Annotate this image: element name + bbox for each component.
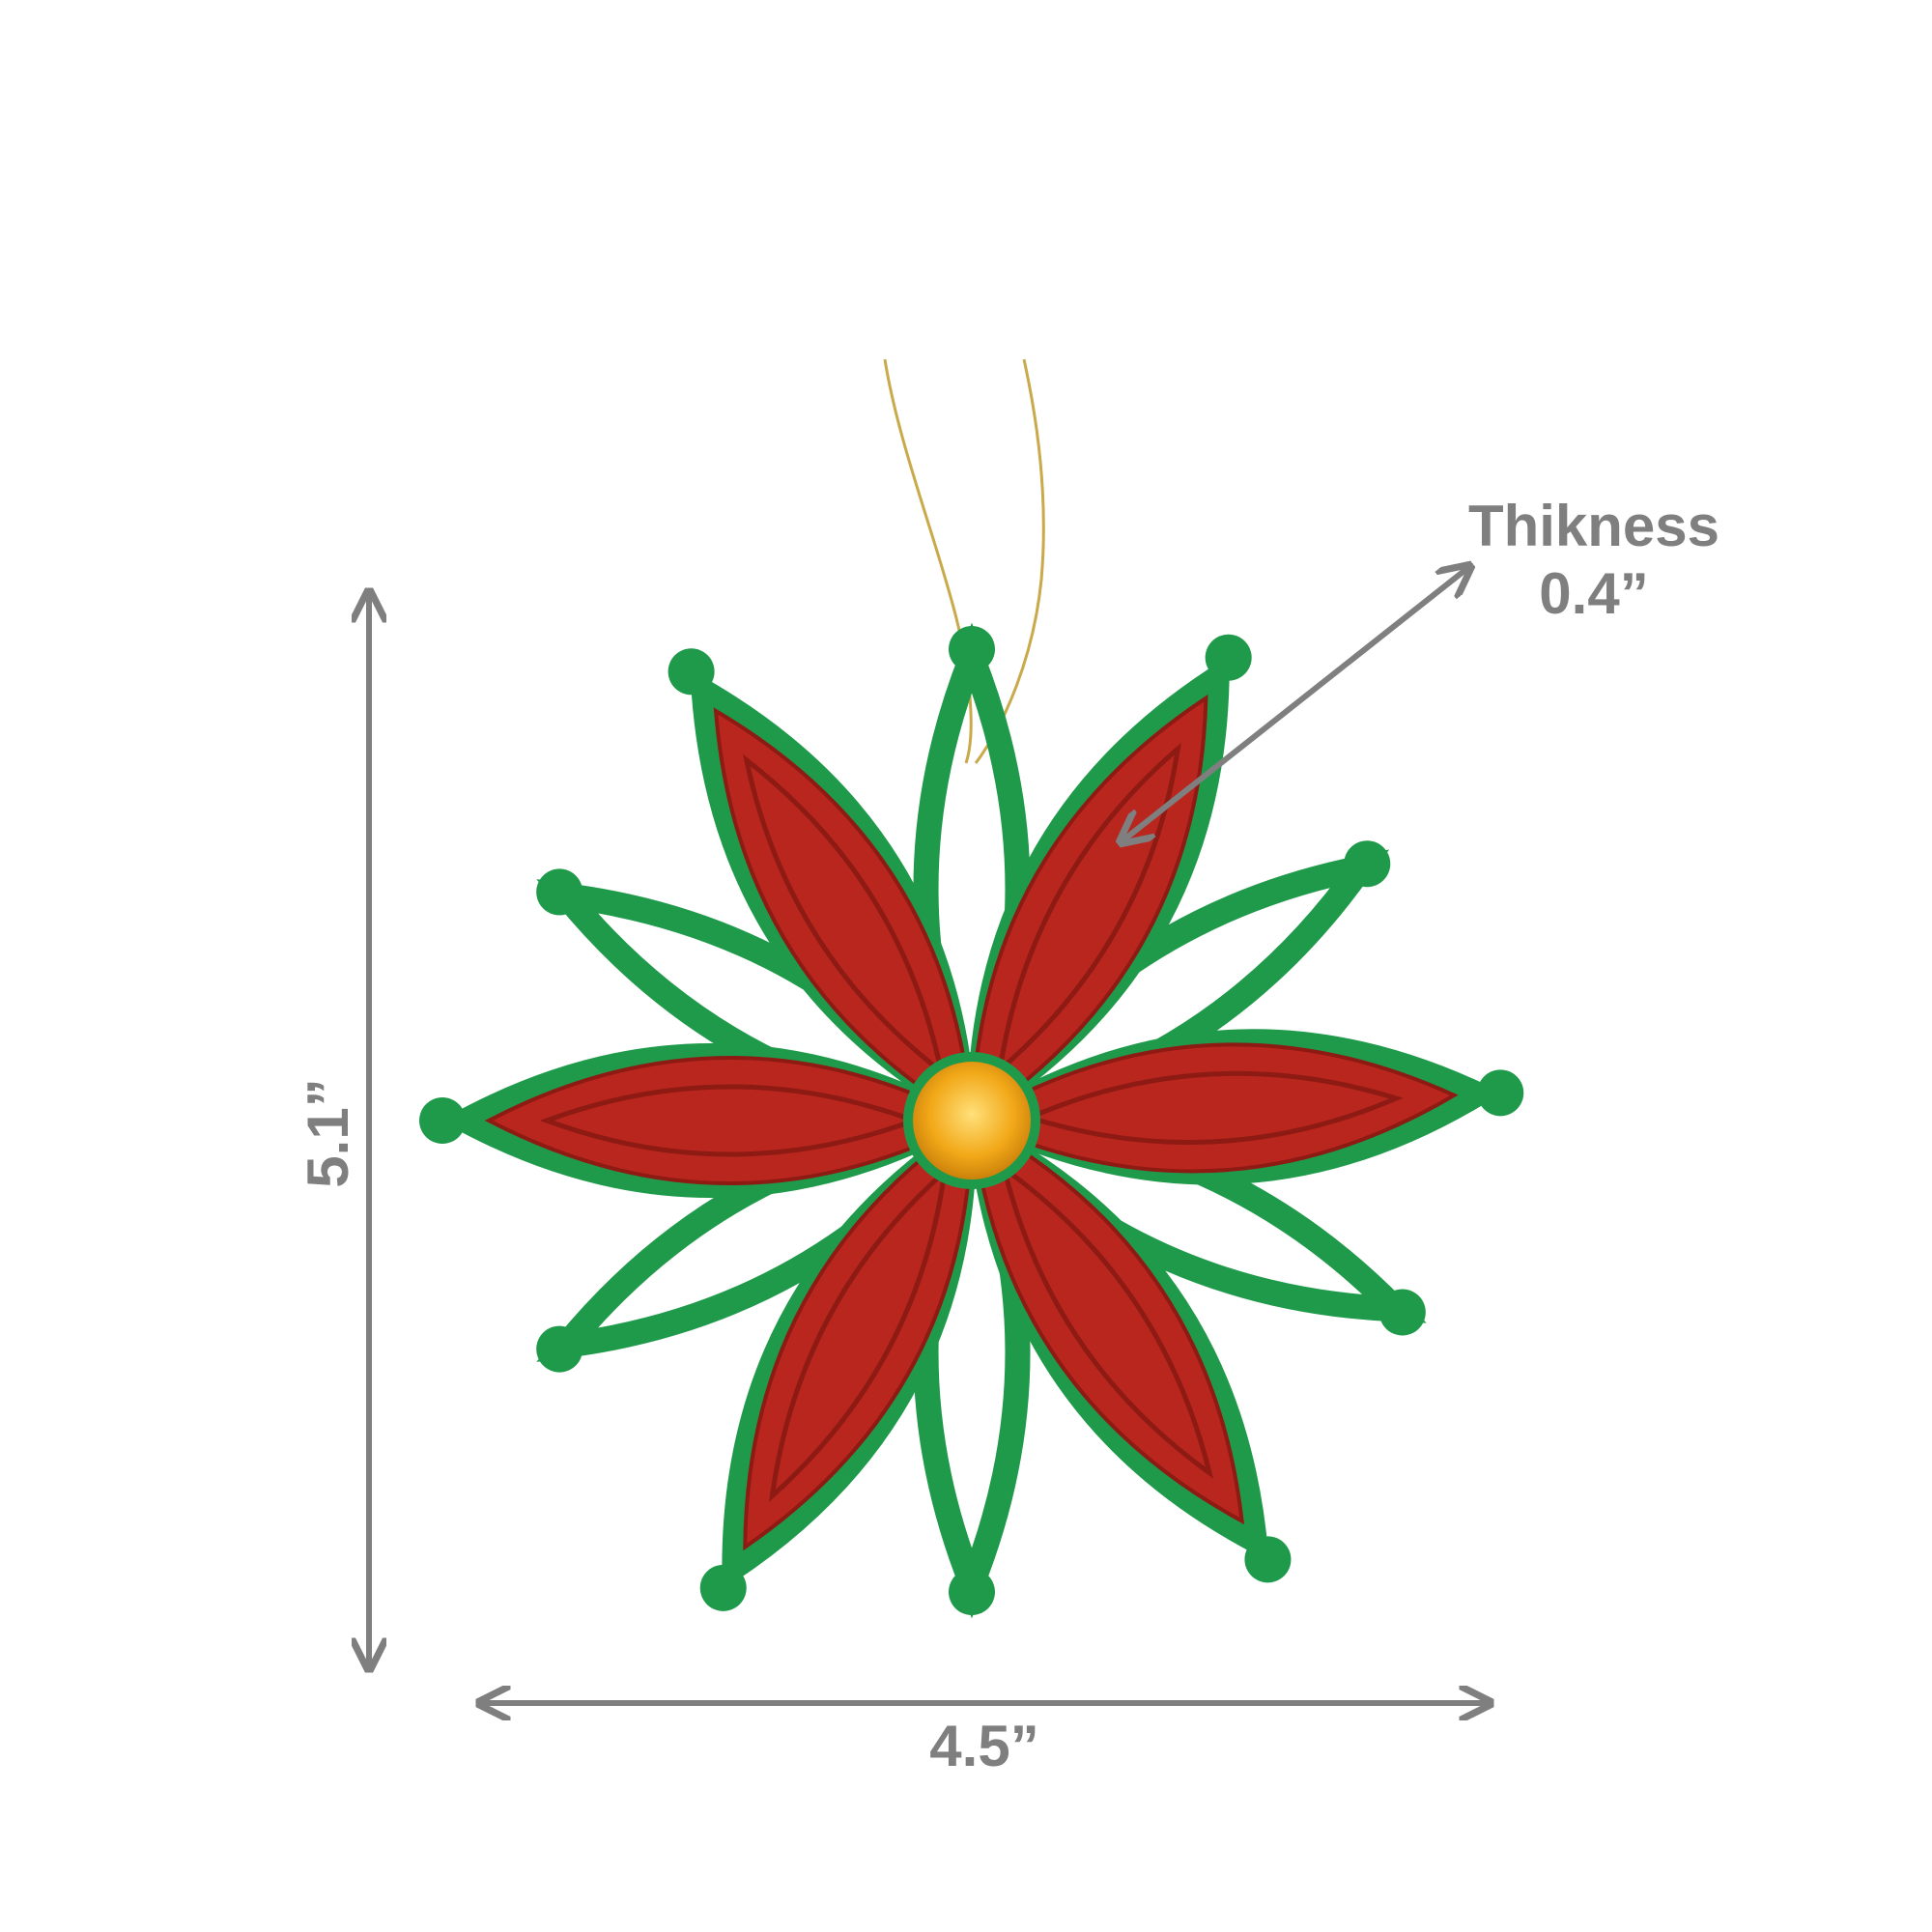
tip-bead: [668, 648, 715, 696]
petal-vein: [1000, 1162, 1214, 1479]
tip-bead: [949, 1569, 995, 1615]
height-label: 5.1”: [296, 1078, 360, 1188]
thickness-arrow: [1121, 566, 1470, 842]
red-petal: [743, 1117, 975, 1551]
tip-bead: [419, 1097, 466, 1144]
red-petal: [967, 1042, 1459, 1174]
red-petal: [969, 1117, 1245, 1525]
tip-bead: [1378, 1289, 1426, 1336]
center-gem: [903, 1052, 1040, 1189]
tip-bead: [699, 1564, 747, 1611]
tip-bead: [1205, 634, 1252, 681]
tip-bead: [1477, 1069, 1524, 1117]
tip-bead: [536, 868, 583, 916]
petal-vein: [742, 753, 946, 1078]
tip-bead: [536, 1325, 583, 1373]
thickness-value: 0.4”: [1539, 561, 1649, 626]
petal-vein: [539, 1084, 922, 1157]
red-petal: [713, 707, 975, 1124]
thickness-title: Thikness: [1467, 494, 1720, 558]
width-label: 4.5”: [929, 1714, 1039, 1778]
red-petals: [484, 694, 1459, 1551]
red-petal: [484, 1056, 977, 1185]
petal-vein: [769, 1165, 949, 1502]
tip-bead: [1344, 840, 1391, 888]
petal-vein: [1022, 1070, 1404, 1146]
tip-bead: [949, 626, 995, 672]
tip-bead: [1244, 1536, 1292, 1583]
